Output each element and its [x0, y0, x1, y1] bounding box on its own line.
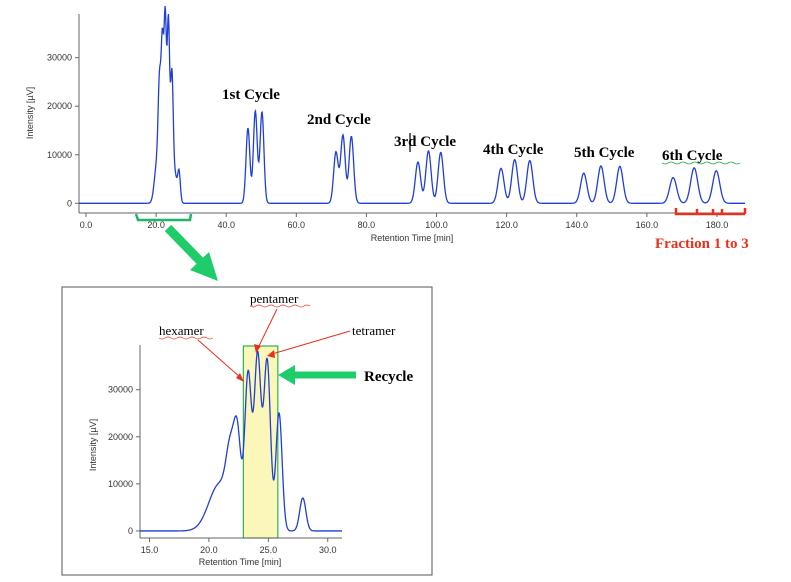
- pentamer-underline: [249, 304, 311, 308]
- x-tick-label: 30.0: [319, 545, 337, 555]
- x-tick-label: 60.0: [288, 220, 306, 230]
- x-tick-label: 100.0: [425, 220, 448, 230]
- recycle-label: Recycle: [364, 369, 413, 385]
- y-tick-label: 30000: [108, 385, 133, 395]
- top-x-axis-label: Retention Time [min]: [371, 233, 454, 243]
- inset-series-line: [140, 350, 342, 532]
- pentamer-pointer: [254, 308, 278, 353]
- y-tick-label: 20000: [108, 432, 133, 442]
- x-tick-label: 120.0: [495, 220, 518, 230]
- inset-x-axis-label: Retention Time [min]: [199, 557, 282, 567]
- y-tick-label: 20000: [47, 101, 72, 111]
- x-tick-label: 20.0: [200, 545, 218, 555]
- hexamer-label: hexamer: [159, 323, 204, 338]
- top-x-ticks: 0.0 20.0 40.0 60.0 80.0 100.0 120.0 140.0 160.0 1…: [80, 213, 728, 230]
- x-tick-label: 25.0: [260, 545, 278, 555]
- cycle-label-3: 3rd Cycle: [394, 134, 456, 150]
- cycle-label-2: 2nd Cycle: [307, 112, 371, 128]
- fraction-label: Fraction 1 to 3: [655, 236, 749, 252]
- x-tick-label: 160.0: [636, 220, 659, 230]
- top-y-axis-label: Intensity [µV]: [25, 87, 35, 139]
- inset-chromatogram: 15.0 20.0 25.0 30.0 0 10000 20000 30000 Retent…: [88, 291, 413, 567]
- x-tick-label: 180.0: [706, 220, 729, 230]
- inset-y-axis-label: Intensity [µV]: [88, 419, 98, 471]
- top-y-ticks: 0 10000 20000 30000: [47, 53, 79, 208]
- y-tick-label: 0: [128, 526, 133, 536]
- recycle-arrow: [278, 365, 356, 385]
- cycle-label-5: 5th Cycle: [574, 145, 635, 161]
- top-series-line: [79, 6, 745, 204]
- cycle-label-1: 1st Cycle: [222, 87, 280, 103]
- zoom-arrow: [164, 224, 218, 281]
- y-tick-label: 10000: [108, 479, 133, 489]
- cycle-6-underline: [661, 161, 741, 165]
- inset-x-ticks: 15.0 20.0 25.0 30.0: [141, 538, 337, 555]
- y-tick-label: 0: [67, 198, 72, 208]
- x-tick-label: 20.0: [147, 220, 165, 230]
- y-tick-label: 10000: [47, 150, 72, 160]
- tetramer-label: tetramer: [352, 323, 396, 338]
- pentamer-label: pentamer: [250, 291, 299, 306]
- cycle-label-4: 4th Cycle: [483, 142, 544, 158]
- fraction-bracket: [674, 208, 747, 216]
- hexamer-underline: [158, 336, 214, 340]
- zoom-bracket: [134, 213, 193, 222]
- hexamer-pointer: [197, 339, 244, 382]
- x-tick-label: 0.0: [80, 220, 93, 230]
- x-tick-label: 140.0: [565, 220, 588, 230]
- x-tick-label: 40.0: [217, 220, 235, 230]
- y-tick-label: 30000: [47, 53, 72, 63]
- tetramer-pointer: [267, 330, 351, 358]
- x-tick-label: 80.0: [358, 220, 376, 230]
- top-chromatogram: 0.0 20.0 40.0 60.0 80.0 100.0 120.0 140.0 160.0 1…: [25, 6, 749, 281]
- x-tick-label: 15.0: [141, 545, 159, 555]
- inset-y-ticks: 0 10000 20000 30000: [108, 385, 140, 536]
- cycle-label-6: 6th Cycle: [662, 148, 723, 164]
